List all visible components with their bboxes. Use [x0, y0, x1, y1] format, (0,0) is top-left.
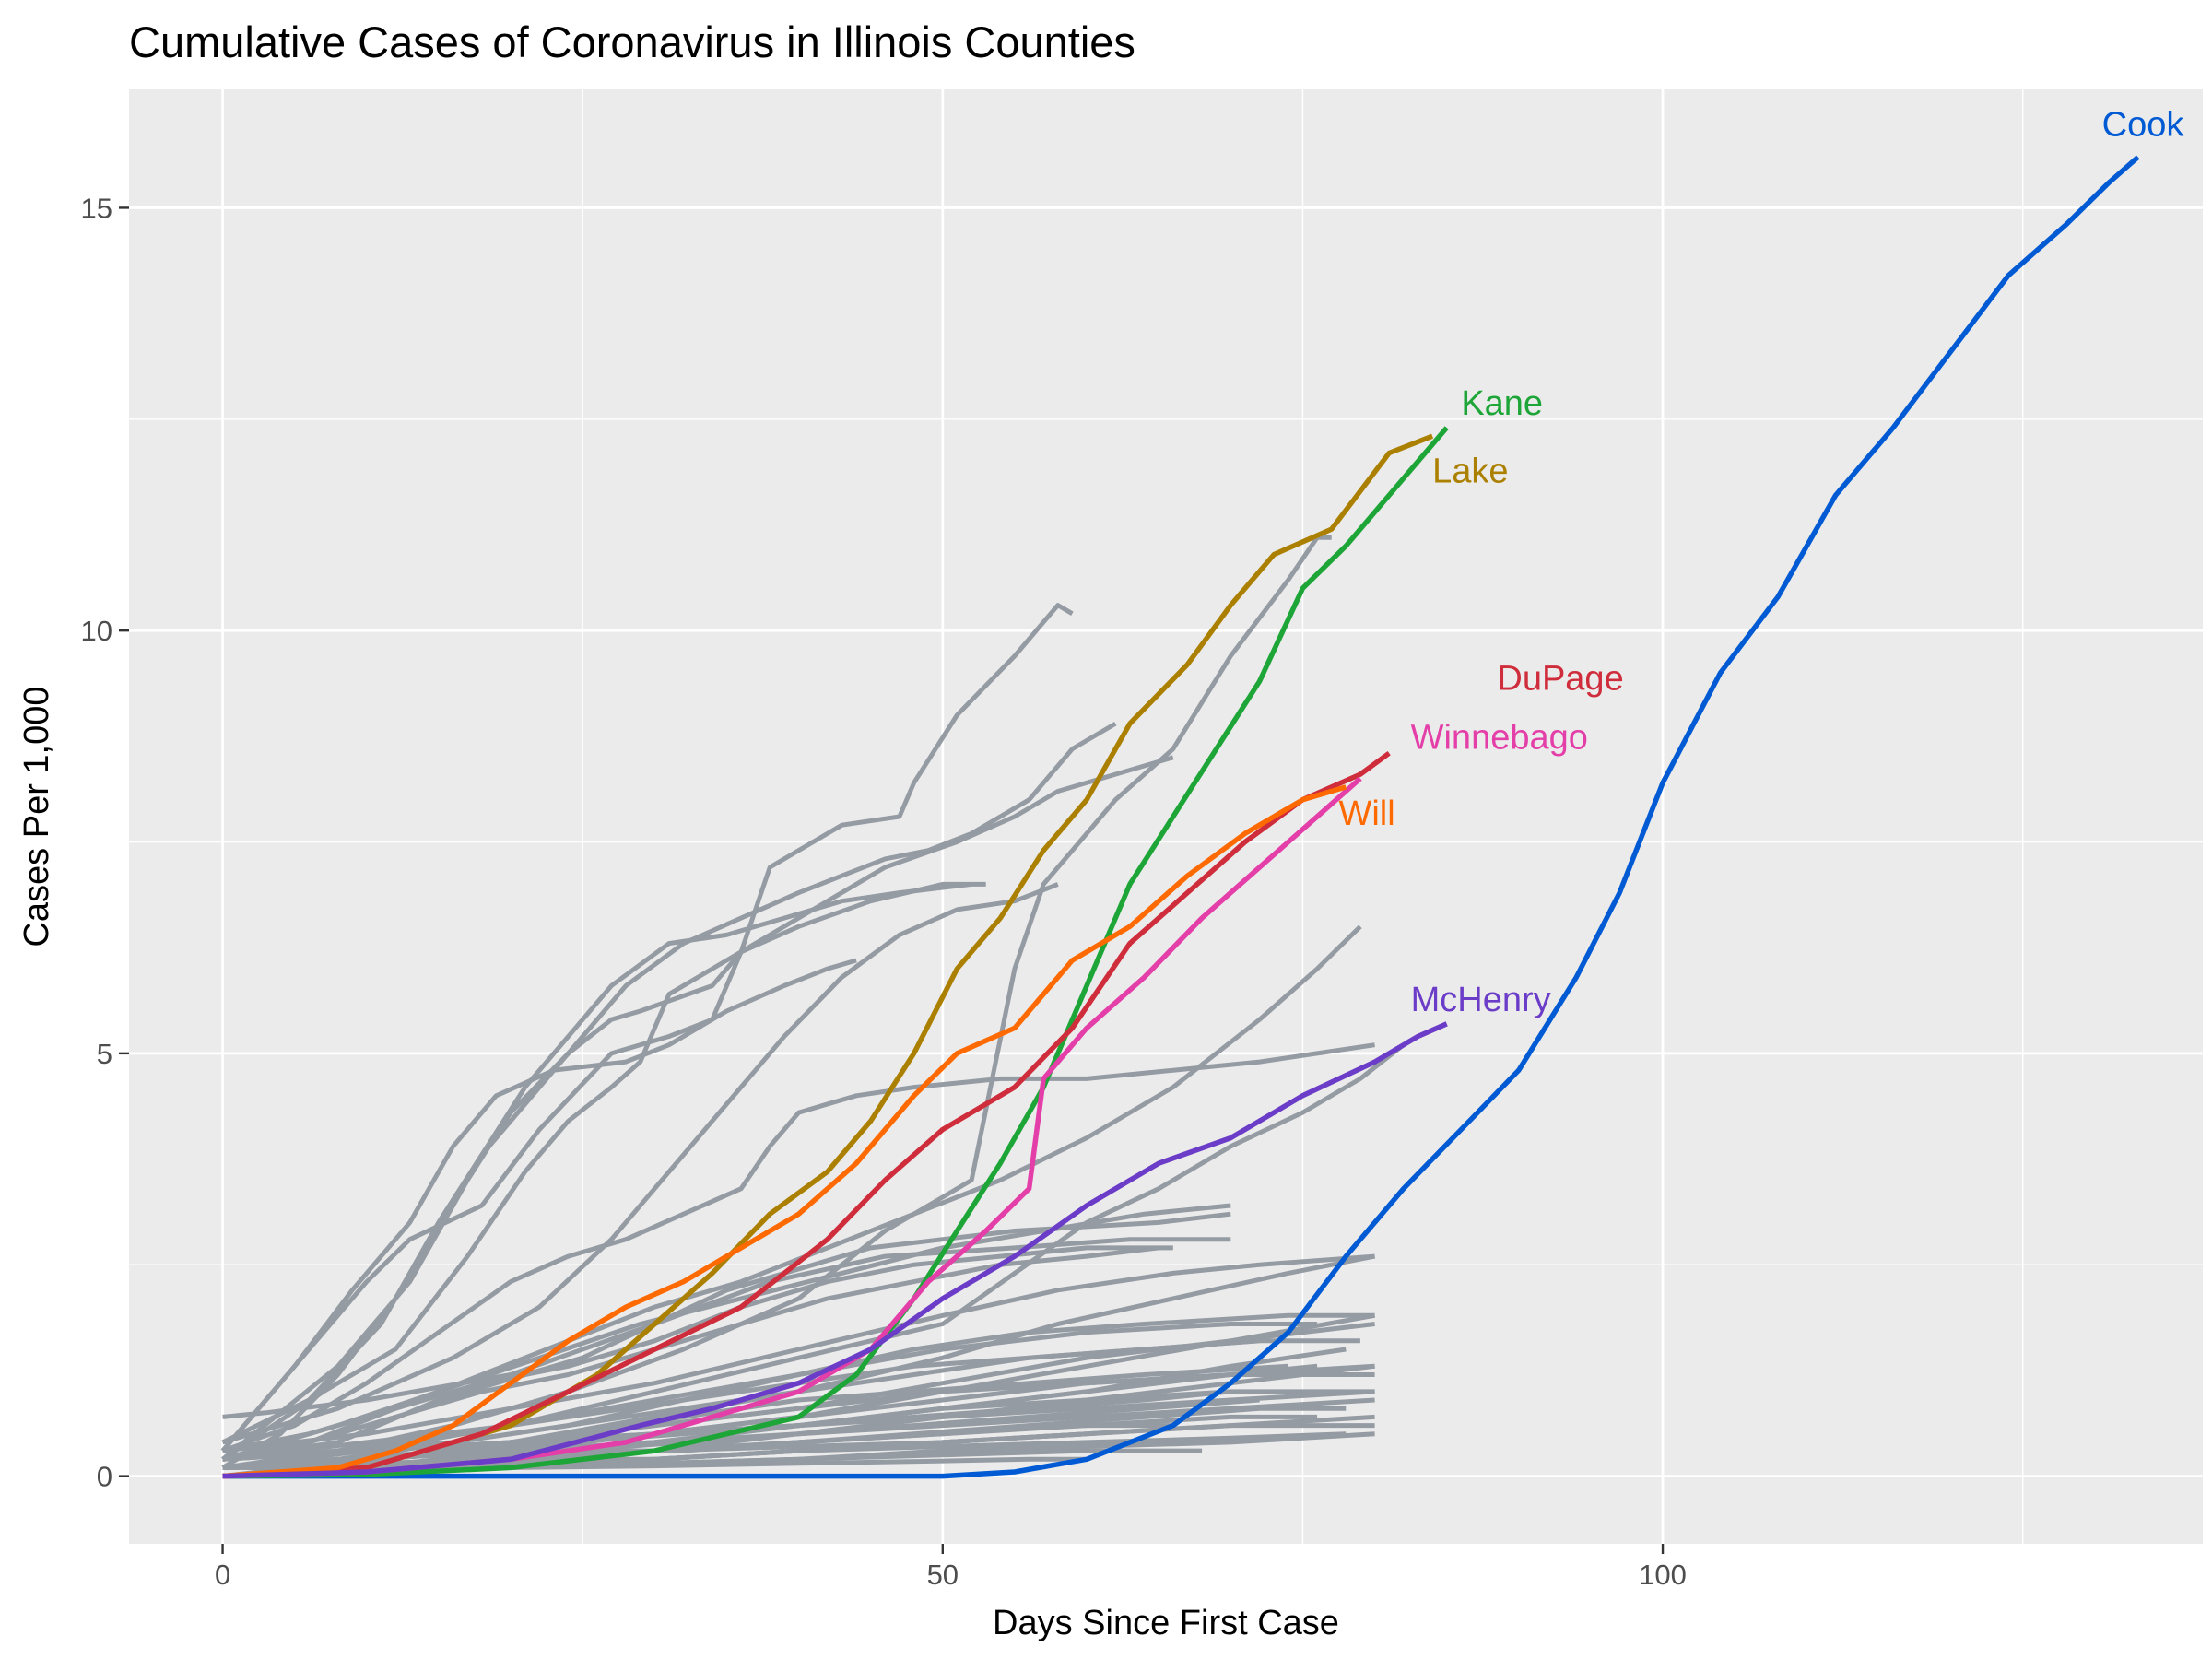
y-axis-ticks: 0 5 10 15 — [81, 192, 129, 1493]
series-label-kane: Kane — [1461, 384, 1543, 423]
series-line-dupage — [222, 750, 1391, 1479]
y-tick-label: 15 — [81, 192, 112, 224]
county-line — [221, 1203, 1231, 1462]
series-line-lake — [222, 433, 1434, 1479]
x-tick-label: 100 — [1639, 1559, 1687, 1591]
county-line — [222, 1245, 1159, 1462]
county-line — [221, 755, 1174, 1462]
x-axis-ticks: 0 50 100 — [215, 1544, 1687, 1591]
county-line — [221, 882, 1059, 1445]
county-line — [221, 881, 986, 1462]
series-line-will — [222, 784, 1347, 1479]
series-label-dupage: DuPage — [1497, 659, 1623, 698]
county-line — [221, 881, 972, 1470]
county-line — [222, 1312, 1375, 1470]
minor-gridlines — [129, 89, 2203, 1544]
series-line-mchenry — [222, 1021, 1448, 1479]
series-line-winnebago — [222, 776, 1362, 1479]
y-tick-label: 5 — [97, 1038, 112, 1070]
county-line — [221, 1042, 1375, 1453]
y-axis-title: Cases Per 1,000 — [18, 686, 56, 947]
series-label-mchenry: McHenry — [1411, 981, 1551, 1019]
series-label-lake: Lake — [1432, 453, 1508, 491]
series-line-cook — [222, 155, 2140, 1479]
x-tick-label: 0 — [215, 1559, 230, 1591]
x-axis-title: Days Since First Case — [993, 1604, 1339, 1642]
series-labels: Cook Kane Lake DuPage Winnebago Will McHenry — [1339, 105, 2185, 1019]
x-tick-label: 50 — [927, 1559, 959, 1591]
county-line — [222, 1253, 1375, 1453]
series-label-cook: Cook — [2102, 105, 2185, 144]
highlighted-county-lines — [222, 155, 2140, 1479]
series-label-will: Will — [1339, 794, 1395, 833]
series-label-winnebago: Winnebago — [1411, 719, 1588, 758]
y-tick-label: 10 — [81, 615, 112, 647]
county-line — [222, 1211, 1231, 1462]
y-tick-label: 0 — [97, 1461, 112, 1493]
county-line — [220, 603, 1074, 1453]
major-gridlines — [129, 89, 2203, 1544]
county-line — [222, 1237, 1231, 1419]
chart-title: Cumulative Cases of Coronavirus in Illin… — [129, 18, 1135, 66]
